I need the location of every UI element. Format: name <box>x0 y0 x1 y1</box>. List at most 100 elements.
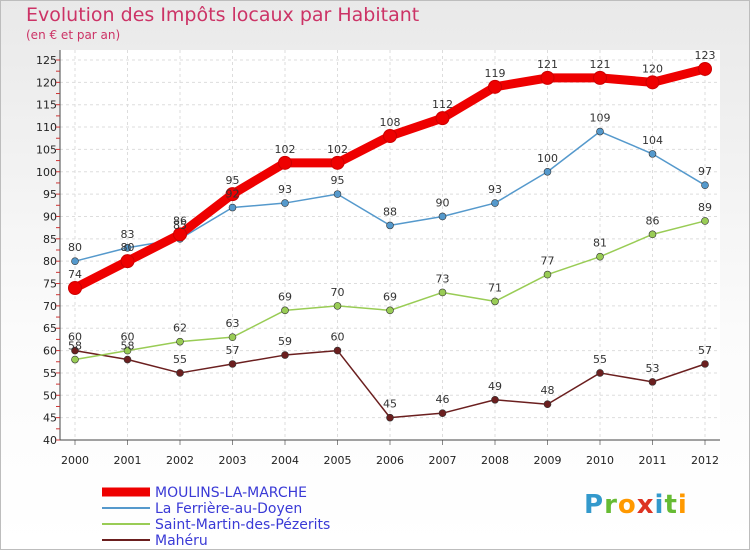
proxiti-logo: Proxiti <box>584 490 688 520</box>
data-label: 80 <box>68 241 82 254</box>
data-point <box>68 281 82 295</box>
chart-title: Evolution des Impôts locaux par Habitant <box>26 4 420 26</box>
data-label: 97 <box>698 165 712 178</box>
y-tick-label: 115 <box>36 99 57 112</box>
logo-letter: i <box>654 490 665 520</box>
data-label: 59 <box>278 335 292 348</box>
y-tick-label: 110 <box>36 121 57 134</box>
y-tick-label: 85 <box>43 233 57 246</box>
legend-label: La Ferrière-au-Doyen <box>155 501 302 517</box>
data-label: 120 <box>642 62 663 75</box>
data-point <box>648 150 657 158</box>
y-tick-label: 40 <box>43 434 57 447</box>
y-tick-label: 60 <box>43 345 57 358</box>
data-label: 90 <box>436 196 450 209</box>
data-label: 102 <box>275 143 296 156</box>
data-label: 85 <box>173 219 187 232</box>
data-label: 92 <box>226 188 240 201</box>
data-point <box>120 254 135 269</box>
data-label: 69 <box>383 290 397 303</box>
y-tick-label: 70 <box>43 300 57 313</box>
data-label: 46 <box>436 393 450 406</box>
data-label: 80 <box>121 241 135 254</box>
data-label: 60 <box>331 331 345 344</box>
y-tick-label: 65 <box>43 322 57 335</box>
y-tick-label: 125 <box>36 54 57 67</box>
data-point <box>333 302 342 310</box>
data-label: 77 <box>541 255 555 268</box>
y-tick-label: 105 <box>36 143 57 156</box>
data-label: 74 <box>68 268 82 281</box>
x-tick-label: 2008 <box>481 454 509 467</box>
data-point <box>281 351 289 359</box>
y-tick-label: 75 <box>43 278 57 291</box>
data-label: 102 <box>327 143 348 156</box>
data-point <box>228 203 237 212</box>
data-label: 73 <box>436 272 450 285</box>
data-point <box>701 181 709 189</box>
data-label: 95 <box>331 174 345 187</box>
logo-letter: P <box>584 490 605 520</box>
data-label: 60 <box>68 331 82 344</box>
data-point <box>71 257 79 265</box>
data-label: 57 <box>226 344 240 357</box>
data-point <box>123 355 132 364</box>
data-label: 49 <box>488 380 502 393</box>
data-label: 93 <box>278 183 292 196</box>
data-label: 104 <box>642 134 663 147</box>
data-point <box>71 346 79 355</box>
data-label: 119 <box>485 67 506 80</box>
data-point <box>698 61 712 76</box>
data-point <box>333 190 342 198</box>
y-tick-label: 55 <box>43 367 57 380</box>
data-point <box>123 346 132 355</box>
data-point <box>225 187 240 202</box>
data-point <box>386 306 394 315</box>
y-tick-label: 95 <box>43 188 57 201</box>
data-label: 69 <box>278 290 292 303</box>
x-tick-label: 2002 <box>166 454 194 467</box>
data-point <box>435 111 450 126</box>
data-label: 86 <box>646 214 660 227</box>
data-label: 123 <box>695 49 716 62</box>
data-label: 81 <box>593 237 607 250</box>
data-point <box>645 75 660 90</box>
data-point <box>438 409 447 417</box>
data-point <box>333 346 342 355</box>
data-label: 70 <box>331 286 345 299</box>
data-point <box>701 360 709 368</box>
data-label: 109 <box>590 112 611 125</box>
data-label: 108 <box>380 116 401 129</box>
data-point <box>383 129 397 143</box>
data-label: 48 <box>541 384 555 397</box>
y-tick-label: 120 <box>36 76 57 89</box>
chart-grid <box>60 50 720 441</box>
data-point <box>228 360 237 368</box>
data-label: 63 <box>226 317 240 330</box>
data-label: 86 <box>173 214 187 227</box>
data-point <box>648 378 657 386</box>
legend-label: Mahéru <box>155 533 208 549</box>
data-point <box>648 230 657 239</box>
data-label: 60 <box>121 331 135 344</box>
data-label: 100 <box>537 152 558 165</box>
y-tick-label: 50 <box>43 389 57 402</box>
x-tick-label: 2010 <box>586 454 614 467</box>
y-tick-label: 100 <box>36 166 57 179</box>
data-point <box>386 413 394 422</box>
logo-letter: t <box>664 490 678 520</box>
data-point <box>278 155 292 170</box>
chart-axes: 40 45 50 55 60 65 70 75 80 85 90 95 100 105 110 115 120 1… <box>36 50 720 467</box>
data-label: 89 <box>698 201 712 214</box>
data-label: 121 <box>590 58 611 71</box>
chart-subtitle: (en € et par an) <box>26 28 121 42</box>
data-label: 45 <box>383 398 397 411</box>
data-point <box>491 395 499 404</box>
logo-letter: o <box>617 490 637 520</box>
data-point <box>701 217 709 225</box>
x-tick-label: 2009 <box>534 454 562 467</box>
data-point <box>330 155 345 170</box>
data-point <box>596 252 604 261</box>
